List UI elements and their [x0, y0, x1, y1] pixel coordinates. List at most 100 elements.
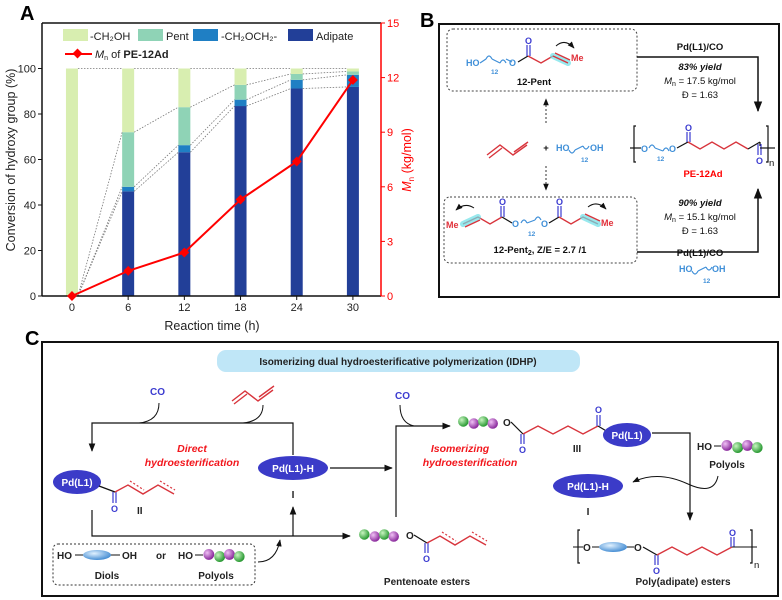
bar-pent-30	[346, 71, 359, 75]
svg-text:O: O	[641, 144, 648, 154]
connector-line	[246, 88, 291, 107]
y2-tick-label: 3	[387, 236, 393, 248]
svg-text:O: O	[499, 197, 506, 207]
svg-text:12: 12	[528, 231, 536, 238]
y-tick-label: 0	[30, 291, 36, 303]
diol-reagent: HO OH 12	[679, 264, 726, 285]
roman-1-b: I	[587, 507, 590, 518]
y-tick-label: 40	[24, 200, 36, 212]
svg-text:O: O	[111, 504, 118, 514]
co-label-2: CO	[395, 391, 410, 402]
mechanism-title: Isomerizing dual hydroesterificative pol…	[259, 357, 536, 368]
panel-a: A 0 20 40 60 80 100 0 3 6 9 12 15 0 6 12 18 24 30 -CH₂OH …	[4, 3, 416, 333]
pentenoate-o: O	[406, 531, 414, 542]
bar-pent-24	[290, 73, 303, 80]
co-curve-1	[138, 402, 160, 424]
connector-line	[77, 191, 123, 297]
mn-point-24	[291, 156, 302, 167]
pd-label-2: Pd(L1)	[611, 431, 642, 442]
bar-choch-24	[290, 79, 303, 89]
butadiene-c	[231, 385, 275, 405]
bottom-dispersity: Đ = 1.63	[682, 226, 718, 237]
legend-swatch-pent	[138, 29, 163, 41]
x-tick-label: 24	[291, 302, 303, 314]
mn-point-18	[235, 194, 246, 205]
svg-text:12: 12	[581, 157, 589, 164]
bar-choch-18	[234, 99, 247, 107]
svg-text:OH: OH	[590, 143, 604, 153]
arrow-to-pentenoate	[91, 510, 351, 540]
legend-marker-mn	[72, 48, 83, 59]
bar-pent-18	[234, 84, 247, 100]
svg-text:Me: Me	[601, 218, 614, 228]
connector-line	[302, 71, 347, 75]
bar-choh-30	[346, 68, 359, 72]
x-tick-label: 30	[347, 302, 359, 314]
bar-pent-12	[178, 107, 191, 146]
connector-line	[246, 73, 291, 86]
direct-label-2: hydroesterification	[145, 457, 240, 469]
intermediate-chain	[522, 425, 599, 435]
svg-text:12: 12	[491, 69, 499, 76]
connector-line	[190, 99, 235, 146]
pd-ellipse-2	[603, 423, 651, 447]
polyols-label-1: Polyols	[198, 571, 234, 582]
svg-text:O: O	[556, 197, 563, 207]
y-tick-label: 60	[24, 155, 36, 167]
poly-adipate-label: Poly(adipate) esters	[635, 577, 730, 588]
svg-text:HO: HO	[556, 143, 570, 153]
roman-2: II	[137, 506, 143, 517]
pentenoate-co	[424, 543, 429, 553]
legend-label-mn: Mn of PE-12Ad	[95, 49, 169, 62]
connector-line	[133, 151, 179, 192]
y-axis-title: Conversion of hydroxy group (%)	[4, 69, 18, 252]
bar-adipate-12	[178, 152, 191, 296]
svg-text:O: O	[634, 543, 642, 554]
polyol-beads-2	[721, 440, 763, 453]
bar-adipate-24	[290, 88, 303, 297]
connector-line	[133, 106, 179, 133]
or-label: or	[156, 551, 166, 562]
y2-tick-label: 12	[387, 73, 399, 85]
iso-label-2: hydroesterification	[423, 457, 518, 469]
panel-c-frame	[41, 341, 779, 597]
legend-swatch-ch2oh	[63, 29, 88, 41]
diol-ho: HO	[57, 551, 72, 562]
substrate-curve-arrow	[257, 539, 282, 563]
svg-text:12: 12	[657, 156, 665, 163]
y2-tick-label: 6	[387, 182, 393, 194]
svg-text:12: 12	[703, 278, 711, 285]
intermediate-bond	[510, 421, 524, 435]
chart-legend: -CH₂OH Pent -CH₂OCH₂- Adipate Mn of PE-1…	[63, 29, 353, 62]
svg-text:Me: Me	[446, 220, 459, 230]
svg-text:n: n	[769, 158, 774, 169]
x-tick-label: 0	[69, 302, 75, 314]
butadiene-curve	[242, 404, 264, 424]
diol-structure: HO OH 12	[556, 143, 604, 164]
connector-line	[77, 186, 123, 297]
svg-text:HO: HO	[466, 58, 480, 68]
pe-12ad-structure: O 12 O O O n	[630, 123, 775, 169]
legend-swatch-adipate	[288, 29, 313, 41]
connector-line	[77, 132, 123, 297]
product-label: PE-12Ad	[683, 169, 722, 180]
intermediate-o-2: O	[595, 405, 602, 415]
connector-line	[190, 105, 235, 153]
top-mn: Mn = 17.5 kg/mol	[664, 76, 736, 88]
svg-text:O: O	[756, 156, 763, 166]
pentenoate-dashes	[441, 531, 488, 542]
top-yield: 83% yield	[678, 62, 721, 73]
panel-c: C Isomerizing dual hydroesterificative p…	[25, 328, 779, 597]
arrow-top-route	[637, 56, 763, 113]
bottom-yield: 90% yield	[678, 198, 721, 209]
pent2-box	[443, 196, 638, 264]
connector-line	[302, 74, 347, 81]
roman-1-a: I	[292, 490, 295, 501]
connector-line	[302, 86, 347, 89]
y-tick-label: 100	[18, 64, 36, 76]
panel-label-b: B	[420, 10, 434, 32]
x-tick-label: 6	[125, 302, 131, 314]
y2-tick-label: 0	[387, 291, 393, 303]
arrow-bottom-route	[637, 187, 763, 253]
